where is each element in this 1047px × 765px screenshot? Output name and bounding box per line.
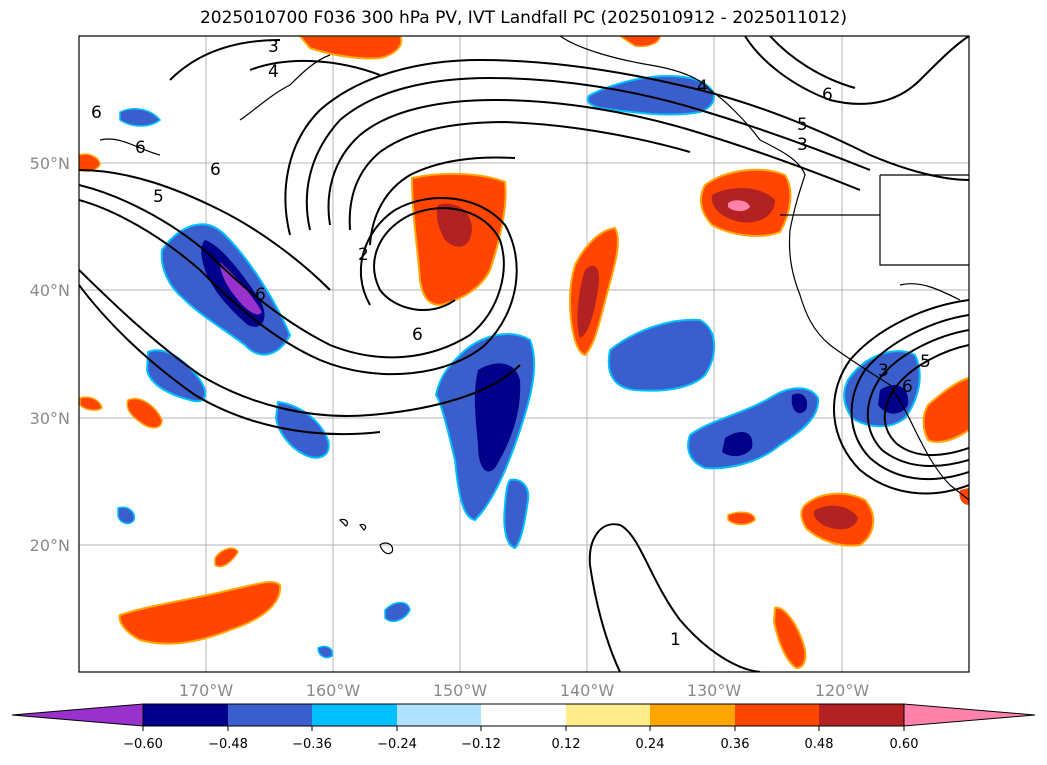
- colorbar-swatch: [397, 704, 481, 726]
- blue-blob-top-left: [119, 108, 162, 127]
- red-blob-bottom-right: [772, 606, 807, 670]
- colorbar-swatch: [228, 704, 312, 726]
- positive-anomaly-regions: [79, 36, 969, 670]
- lon-label-170w: 170°W: [179, 681, 234, 700]
- negative-anomaly-regions: [117, 75, 921, 659]
- colorbar-swatch: [566, 704, 650, 726]
- red-blob-west-small-2: [126, 398, 163, 429]
- dark-red-core-central: [436, 203, 472, 247]
- contour-label: 3: [268, 37, 279, 57]
- contour-label: 6: [822, 85, 833, 105]
- colorbar-tick-label: 0.12: [552, 737, 581, 752]
- colorbar-swatch: [312, 704, 397, 726]
- red-blob-top-center: [298, 36, 403, 60]
- navy-core-east-2: [791, 393, 808, 414]
- blue-blob-mid-east: [607, 318, 716, 392]
- colorbar-tick-label: −0.12: [461, 737, 501, 752]
- colorbar-swatch: [650, 704, 735, 726]
- pv-contours: [79, 36, 969, 672]
- latitude-labels: 50°N 40°N 30°N 20°N: [30, 154, 70, 555]
- colorbar-tick-label: −0.60: [123, 737, 163, 752]
- map-title: 2025010700 F036 300 hPa PV, IVT Landfall…: [199, 8, 847, 28]
- colorbar-swatch: [819, 704, 904, 726]
- blue-blob-south-1: [384, 601, 411, 622]
- lon-label-140w: 140°W: [560, 681, 615, 700]
- blue-blob-east: [687, 387, 820, 470]
- contour-label: 6: [135, 138, 146, 158]
- pink-pnw-core: [728, 200, 750, 212]
- contour-label: 5: [153, 187, 164, 207]
- contour-labels: 3 4 6 6 6 5 6 2 6 6 4 5 3 6 5 3 1: [91, 37, 931, 650]
- lon-label-160w: 160°W: [306, 681, 361, 700]
- colorbar-tick-label: 0.24: [636, 737, 665, 752]
- red-blob-east-edge: [922, 376, 969, 443]
- colorbar-tick-label: −0.48: [208, 737, 248, 752]
- contour-label: 2: [358, 245, 369, 265]
- lat-label-50n: 50°N: [30, 154, 70, 173]
- dark-red-se-core: [813, 505, 858, 530]
- colorbar-ticks: [142, 726, 905, 731]
- contour-label: 6: [91, 103, 102, 123]
- blue-blob-central-tail: [503, 478, 530, 550]
- colorbar-max-arrow: [903, 703, 1036, 727]
- navy-core-central: [474, 363, 521, 472]
- colorbar-swatch: [481, 704, 566, 726]
- colorbar: −0.60 −0.48 −0.36 −0.24 −0.12 0.12 0.24 …: [11, 703, 1036, 752]
- lat-label-20n: 20°N: [30, 536, 70, 555]
- blue-blob-small-3: [117, 506, 136, 525]
- colorbar-tick-label: 0.48: [805, 737, 834, 752]
- colorbar-min-arrow: [11, 703, 144, 727]
- colorbar-tick-label: 0.60: [890, 737, 919, 752]
- contour-label: 6: [210, 160, 221, 180]
- colorbar-swatch: [143, 704, 228, 726]
- lon-label-150w: 150°W: [433, 681, 488, 700]
- lon-label-120w: 120°W: [815, 681, 870, 700]
- colorbar-tick-label: −0.36: [292, 737, 332, 752]
- red-blob-mid-south: [727, 511, 756, 526]
- dark-red-strip-core: [577, 265, 600, 338]
- colorbar-tick-label: −0.24: [377, 737, 417, 752]
- lat-label-40n: 40°N: [30, 281, 70, 300]
- colorbar-tick-label: 0.36: [721, 737, 750, 752]
- blue-blob-south-2: [317, 645, 334, 659]
- red-blob-west-small-1: [79, 396, 103, 411]
- red-blob-small-south: [214, 547, 239, 568]
- colorbar-swatch: [735, 704, 819, 726]
- contour-label: 3: [797, 135, 808, 155]
- lat-label-30n: 30°N: [30, 409, 70, 428]
- lon-label-130w: 130°W: [687, 681, 742, 700]
- navy-core-east: [722, 432, 753, 457]
- red-blob-south-west: [118, 581, 282, 645]
- contour-label: 5: [920, 352, 931, 372]
- contour-label: 3: [878, 361, 889, 381]
- map-border: [78, 35, 970, 673]
- contour-label: 6: [902, 377, 913, 397]
- contour-label: 1: [670, 630, 681, 650]
- contour-label: 6: [255, 285, 266, 305]
- contour-label: 5: [797, 115, 808, 135]
- contour-label: 6: [412, 325, 423, 345]
- contour-label: 4: [268, 62, 279, 82]
- longitude-labels: 170°W 160°W 150°W 140°W 130°W 120°W: [179, 681, 870, 700]
- contour-label: 4: [697, 77, 708, 97]
